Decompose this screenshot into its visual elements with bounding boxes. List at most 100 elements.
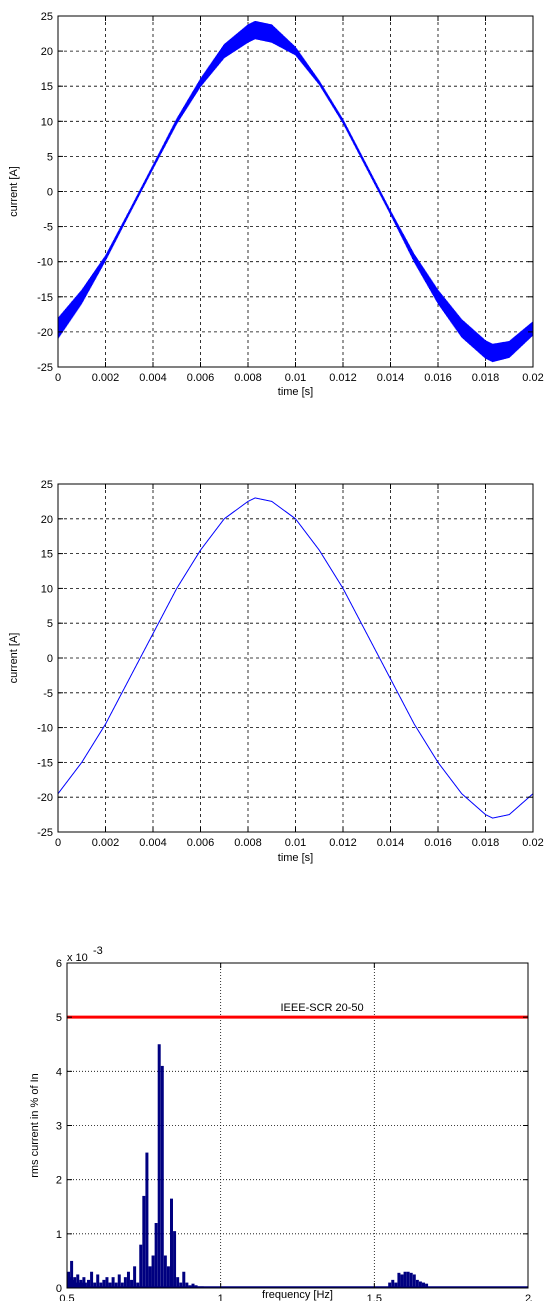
bar bbox=[191, 1283, 195, 1288]
bar bbox=[80, 1282, 84, 1288]
x-tick-label: 0.5 bbox=[59, 1293, 74, 1301]
bar bbox=[87, 1279, 91, 1288]
bar bbox=[151, 1255, 155, 1288]
bar bbox=[173, 1231, 177, 1288]
bar bbox=[93, 1282, 97, 1288]
x-tick-label: 0.016 bbox=[424, 837, 452, 849]
bar bbox=[394, 1282, 398, 1288]
x-tick-label: 1 bbox=[218, 1293, 224, 1301]
bar bbox=[105, 1277, 109, 1288]
y-tick-label: 0 bbox=[47, 187, 53, 199]
bar bbox=[139, 1244, 143, 1288]
bar bbox=[76, 1274, 80, 1288]
bar bbox=[169, 1198, 173, 1288]
bar bbox=[130, 1279, 134, 1288]
bar bbox=[409, 1272, 413, 1288]
y-tick-label: -25 bbox=[37, 362, 53, 374]
y-tick-label: 5 bbox=[56, 1012, 62, 1024]
threshold-label: IEEE-SCR 20-50 bbox=[281, 1002, 364, 1014]
y-tick-label: 10 bbox=[41, 116, 53, 128]
x-tick-label: 2 bbox=[525, 1293, 531, 1301]
bar bbox=[415, 1279, 419, 1288]
y-tick-label: 20 bbox=[41, 46, 53, 58]
x-tick-label: 0.014 bbox=[377, 372, 405, 384]
y-tick-label: 15 bbox=[41, 549, 53, 561]
bar bbox=[185, 1282, 189, 1288]
bar bbox=[406, 1271, 410, 1288]
bar bbox=[83, 1282, 87, 1288]
y-tick-label: 5 bbox=[47, 618, 53, 630]
bar bbox=[82, 1277, 86, 1288]
bar bbox=[412, 1274, 416, 1288]
bar bbox=[157, 1044, 161, 1288]
y-tick-label: -15 bbox=[37, 757, 53, 769]
bar bbox=[418, 1281, 422, 1288]
bar bbox=[67, 1271, 71, 1288]
bar bbox=[77, 1282, 81, 1288]
bar bbox=[74, 1282, 78, 1288]
bar bbox=[176, 1277, 180, 1288]
x-axis-label: time [s] bbox=[278, 386, 313, 398]
x-tick-label: 0.012 bbox=[329, 372, 357, 384]
y-axis-label: rms current in % of In bbox=[29, 1073, 41, 1178]
bar bbox=[166, 1266, 170, 1288]
bar bbox=[397, 1272, 401, 1288]
x-axis-label: time [s] bbox=[278, 852, 313, 864]
y-tick-label: 15 bbox=[41, 81, 53, 93]
bar bbox=[73, 1277, 77, 1288]
y-tick-label: -10 bbox=[37, 257, 53, 269]
y-tick-label: 4 bbox=[56, 1066, 62, 1078]
bar bbox=[154, 1223, 158, 1288]
y-tick-label: 0 bbox=[47, 653, 53, 665]
bar bbox=[142, 1195, 146, 1288]
x-tick-label: 0.01 bbox=[285, 372, 306, 384]
bar bbox=[133, 1266, 137, 1288]
y-tick-label: 25 bbox=[41, 11, 53, 23]
bar bbox=[71, 1279, 75, 1288]
y-tick-label: 0 bbox=[56, 1283, 62, 1295]
x-tick-label: 0 bbox=[55, 837, 61, 849]
bar bbox=[182, 1271, 186, 1288]
bar bbox=[117, 1274, 121, 1288]
y-exponent-power: -3 bbox=[93, 945, 103, 957]
x-tick-label: 0.012 bbox=[329, 837, 357, 849]
bar bbox=[163, 1255, 167, 1288]
y-tick-label: -5 bbox=[43, 222, 53, 234]
bar bbox=[179, 1282, 183, 1288]
bar bbox=[123, 1277, 127, 1288]
y-tick-label: -25 bbox=[37, 827, 53, 839]
x-tick-label: 0.008 bbox=[234, 372, 262, 384]
bar bbox=[400, 1274, 404, 1288]
y-tick-label: 6 bbox=[56, 958, 62, 970]
bar bbox=[388, 1282, 392, 1288]
series-line-current bbox=[57, 497, 534, 819]
bar bbox=[68, 1277, 72, 1288]
x-tick-label: 0.018 bbox=[472, 372, 500, 384]
bar bbox=[422, 1282, 426, 1288]
series-line-current bbox=[57, 20, 534, 363]
bar bbox=[136, 1282, 140, 1288]
y-tick-label: -5 bbox=[43, 688, 53, 700]
x-tick-label: 0 bbox=[55, 372, 61, 384]
x-tick-label: 0.014 bbox=[377, 837, 405, 849]
x-exponent-label: 4 bbox=[527, 1299, 533, 1301]
y-axis-label: current [A] bbox=[8, 633, 20, 684]
plot-current-with-ripple: 0 0.002 0.004 0.006 0.008 0.01 0.012 0.014 0.016… bbox=[8, 11, 544, 398]
y-tick-label: 20 bbox=[41, 514, 53, 526]
x-tick-label: 0.01 bbox=[285, 837, 306, 849]
plot-current-filtered: 0 0.002 0.004 0.006 0.008 0.01 0.012 0.014 0.016… bbox=[8, 479, 544, 864]
bar bbox=[403, 1271, 407, 1288]
x-tick-label: 0.004 bbox=[139, 372, 167, 384]
y-tick-label: 2 bbox=[56, 1175, 62, 1187]
bar bbox=[70, 1260, 74, 1288]
x-tick-label: 0.016 bbox=[424, 372, 452, 384]
y-tick-label: -20 bbox=[37, 327, 53, 339]
plot-harmonic-spectrum: IEEE-SCR 20-50 0.5 1 1.5 2 0 1 2 3 4 5 6 frequency [… bbox=[29, 945, 533, 1301]
x-tick-label: 0.02 bbox=[522, 837, 543, 849]
x-tick-label: 0.006 bbox=[187, 837, 215, 849]
bar bbox=[96, 1274, 100, 1288]
y-tick-label: -15 bbox=[37, 292, 53, 304]
bar bbox=[148, 1266, 152, 1288]
y-tick-label: 5 bbox=[47, 151, 53, 163]
bar bbox=[160, 1065, 164, 1288]
